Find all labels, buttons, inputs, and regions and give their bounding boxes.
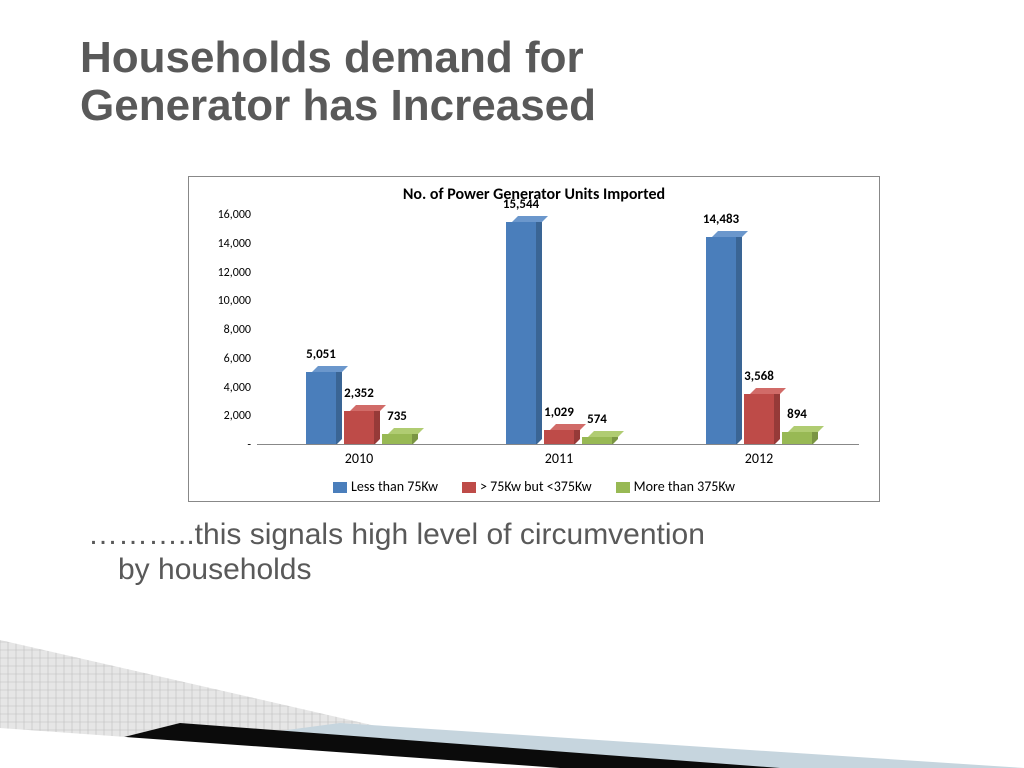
category-label: 2011 xyxy=(506,450,612,467)
legend-label: Less than 75Kw xyxy=(351,478,438,495)
slide-title: Households demand for Generator has Incr… xyxy=(80,34,596,131)
y-axis: -2,0004,0006,0008,00010,00012,00014,0001… xyxy=(189,215,257,445)
data-label: 1,029 xyxy=(544,405,574,420)
legend-item: > 75Kw but <375Kw xyxy=(462,478,592,495)
category-label: 2010 xyxy=(306,450,412,467)
y-tick-label: 16,000 xyxy=(218,208,251,222)
y-tick-label: 4,000 xyxy=(224,381,251,395)
y-tick-label: 14,000 xyxy=(218,237,251,251)
data-label: 894 xyxy=(787,407,807,422)
bar-cluster: 201214,4833,568894 xyxy=(706,215,812,445)
y-tick-label: 12,000 xyxy=(218,266,251,280)
data-label: 2,352 xyxy=(344,386,374,401)
plot-area: 20105,0512,352735201115,5441,02957420121… xyxy=(259,215,859,445)
y-tick-label: 6,000 xyxy=(224,352,251,366)
data-label: 574 xyxy=(587,412,607,427)
legend-item: More than 375Kw xyxy=(616,478,735,495)
data-label: 15,544 xyxy=(503,197,539,212)
slide-decoration xyxy=(0,618,1024,768)
bar xyxy=(706,237,736,445)
bar xyxy=(306,372,336,445)
data-label: 14,483 xyxy=(703,212,739,227)
legend-label: > 75Kw but <375Kw xyxy=(480,478,592,495)
y-tick-label: 2,000 xyxy=(224,409,251,423)
data-label: 3,568 xyxy=(744,369,774,384)
generator-chart: No. of Power Generator Units Imported -2… xyxy=(188,176,880,502)
title-line-2: Generator has Increased xyxy=(80,81,596,130)
bar-cluster: 20105,0512,352735 xyxy=(306,215,412,445)
bar xyxy=(344,411,374,445)
bar xyxy=(744,394,774,445)
caption-line-2: by households xyxy=(88,553,964,588)
legend-swatch xyxy=(616,482,630,493)
x-axis-baseline xyxy=(257,444,859,445)
title-line-1: Households demand for xyxy=(80,33,584,82)
data-label: 735 xyxy=(387,409,407,424)
y-tick-label: 8,000 xyxy=(224,323,251,337)
caption-line-1: ………..this signals high level of circumve… xyxy=(88,518,705,551)
y-tick-label: - xyxy=(247,438,251,452)
bar xyxy=(506,222,536,445)
bar-cluster: 201115,5441,029574 xyxy=(506,215,612,445)
legend-swatch xyxy=(462,482,476,493)
legend-label: More than 375Kw xyxy=(634,478,735,495)
legend-swatch xyxy=(333,482,347,493)
category-label: 2012 xyxy=(706,450,812,467)
chart-legend: Less than 75Kw > 75Kw but <375Kw More than… xyxy=(189,478,879,495)
slide-caption: ………..this signals high level of circumve… xyxy=(88,518,964,587)
bar xyxy=(544,430,574,445)
legend-item: Less than 75Kw xyxy=(333,478,438,495)
data-label: 5,051 xyxy=(306,347,336,362)
y-tick-label: 10,000 xyxy=(218,294,251,308)
